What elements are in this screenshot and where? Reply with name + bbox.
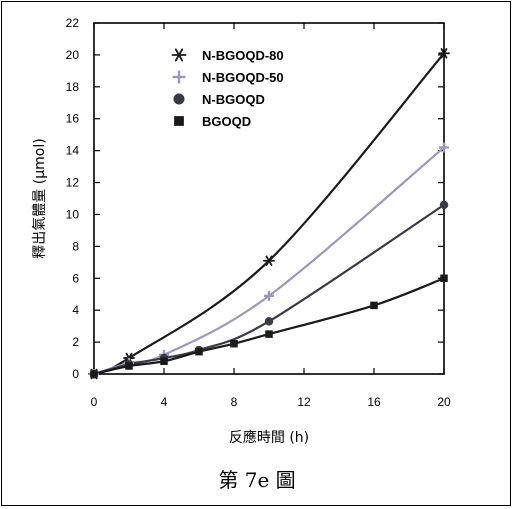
y-tick-label: 6: [72, 271, 79, 285]
y-tick-label: 14: [66, 144, 80, 158]
data-point-n-bgoqd-50: [439, 142, 449, 153]
asterisk-stroke: [174, 48, 184, 62]
y-tick-label: 8: [72, 239, 79, 253]
data-point-bgoqd: [195, 347, 203, 356]
data-point-bgoqd: [440, 274, 448, 283]
data-point-n-bgoqd-80: [438, 48, 450, 59]
curves: [93, 52, 445, 376]
legend-marker-n-bgoqd-80: [171, 48, 187, 62]
x-tick-label: 4: [161, 395, 168, 409]
x-axis-label: 反應時間 (h): [229, 429, 309, 446]
data-point-n-bgoqd-50: [264, 290, 274, 301]
x-tick-label: 8: [231, 395, 238, 409]
x-tick-label: 20: [437, 395, 451, 409]
legend-label: N-BGOQD: [202, 92, 265, 107]
y-tick-label: 2: [72, 335, 79, 349]
y-tick-label: 10: [66, 207, 80, 221]
legend-label: BGOQD: [202, 114, 251, 129]
legend-marker-n-bgoqd: [173, 93, 185, 105]
axes: 0 4 8 12 16 20 0 2 4 6 8 10 12 14 16 18 20 22: [66, 16, 451, 409]
data-point-n-bgoqd-80: [263, 255, 275, 266]
asterisk-stroke: [440, 48, 448, 59]
y-axis-label: 釋出氣體量 (μmol): [32, 138, 48, 258]
data-point-bgoqd: [90, 370, 98, 378]
y-tick-label: 22: [66, 16, 80, 30]
y-tick-label: 0: [72, 367, 79, 381]
plot-frame: [93, 22, 445, 375]
markers: [88, 48, 450, 380]
y-tick-label: 4: [72, 303, 79, 317]
legend-label: N-BGOQD-50: [202, 70, 284, 85]
data-point-n-bgoqd: [264, 317, 274, 326]
x-tick-label: 16: [367, 395, 381, 409]
data-point-bgoqd: [160, 357, 168, 365]
x-tick-label: 12: [297, 395, 311, 409]
data-point-bgoqd: [370, 301, 378, 310]
data-point-bgoqd: [125, 362, 133, 370]
asterisk-stroke: [265, 255, 273, 266]
data-point-n-bgoqd: [439, 200, 449, 210]
y-tick-label: 12: [66, 176, 80, 190]
y-tick-label: 20: [66, 48, 80, 62]
legend: N-BGOQD-80 N-BGOQD-50 N-BGOQD BGOQD: [171, 48, 284, 129]
x-tick-label: 0: [91, 395, 98, 409]
legend-marker-bgoqd: [174, 116, 184, 126]
y-tick-label: 18: [66, 80, 80, 94]
series-line-n-bgoqd-80: [93, 52, 445, 376]
data-point-bgoqd: [265, 330, 273, 338]
legend-label: N-BGOQD-80: [202, 48, 284, 63]
figure-caption: 第 7e 圖: [218, 468, 296, 492]
data-point-bgoqd: [230, 339, 238, 348]
y-tick-label: 16: [66, 112, 80, 126]
legend-marker-n-bgoqd-50: [172, 70, 186, 84]
